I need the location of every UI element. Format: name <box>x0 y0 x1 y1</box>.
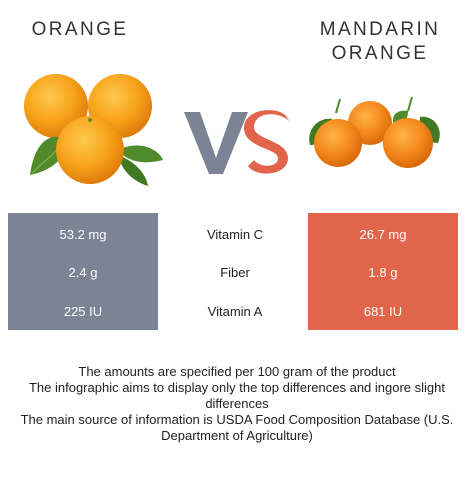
v-letter <box>184 112 248 174</box>
orange-title: ORANGE <box>31 19 129 40</box>
note-differences: The infographic aims to display only the… <box>28 380 445 411</box>
vs-label <box>184 110 290 174</box>
mandarin-vitamin-a-value: 681 IU <box>363 304 403 319</box>
orange-vitamin-a-value: 225 IU <box>63 304 103 319</box>
mandarin-title-line2: ORANGE <box>331 43 429 64</box>
mandarin-orange-title: MANDARIN ORANGE <box>300 18 460 66</box>
nutrient-label-vitamin-c: Vitamin C <box>206 227 264 242</box>
mandarin-fiber-value: 1.8 g <box>368 265 398 280</box>
nutrient-label-vitamin-a: Vitamin A <box>207 304 263 319</box>
mandarin-vitamin-c-value: 26.7 mg <box>359 227 407 242</box>
s-letter <box>244 110 290 174</box>
orange-values-panel: 53.2 mg 2.4 g 225 IU <box>8 213 158 330</box>
orange-fruit-image <box>24 74 163 186</box>
mandarin-fruit-image <box>309 96 440 168</box>
orange-vitamin-c-value: 53.2 mg <box>59 227 107 242</box>
note-amounts: The amounts are specified per 100 gram o… <box>78 364 396 379</box>
footer-notes: The amounts are specified per 100 gram o… <box>6 364 468 444</box>
mandarin-title-line1: MANDARIN <box>319 19 441 40</box>
mandarin-values-panel: 26.7 mg 1.8 g 681 IU <box>308 213 458 330</box>
orange-fiber-value: 2.4 g <box>68 265 98 280</box>
note-source: The main source of information is USDA F… <box>20 412 454 443</box>
nutrient-label-fiber: Fiber <box>220 265 250 280</box>
